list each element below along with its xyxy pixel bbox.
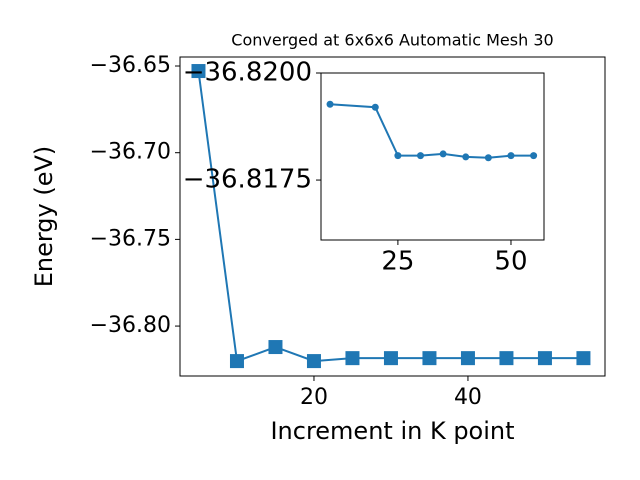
- data-point: [417, 152, 425, 160]
- data-point: [268, 340, 283, 355]
- data-point: [576, 351, 591, 366]
- y-tick-label: −36.70: [90, 140, 171, 165]
- y-tick-label: −36.8200: [183, 58, 312, 88]
- y-tick-label: −36.75: [90, 226, 171, 251]
- y-tick-label: −36.80: [90, 313, 171, 338]
- data-point: [394, 152, 402, 160]
- y-axis-label: Energy (eV): [30, 146, 58, 288]
- data-point: [462, 153, 470, 161]
- x-tick-label: 20: [300, 385, 328, 410]
- data-point: [499, 351, 514, 366]
- data-point: [537, 351, 552, 366]
- data-point: [460, 351, 475, 366]
- data-point: [326, 100, 334, 108]
- data-point: [484, 154, 492, 162]
- data-point: [422, 351, 437, 366]
- data-point: [507, 152, 515, 160]
- data-point: [306, 354, 321, 369]
- chart-title: Converged at 6x6x6 Automatic Mesh 30: [231, 31, 553, 50]
- x-tick-label: 40: [454, 385, 482, 410]
- x-tick-label: 50: [494, 247, 527, 277]
- data-point: [191, 64, 206, 79]
- x-tick-label: 25: [381, 247, 414, 277]
- data-point: [371, 103, 379, 111]
- data-point: [383, 351, 398, 366]
- data-point: [345, 351, 360, 366]
- y-tick-label: −36.8175: [183, 165, 312, 195]
- y-tick-label: −36.65: [90, 53, 171, 78]
- data-point: [439, 150, 447, 158]
- x-axis-label: Increment in K point: [270, 417, 514, 445]
- data-point: [229, 354, 244, 369]
- data-point: [530, 152, 538, 160]
